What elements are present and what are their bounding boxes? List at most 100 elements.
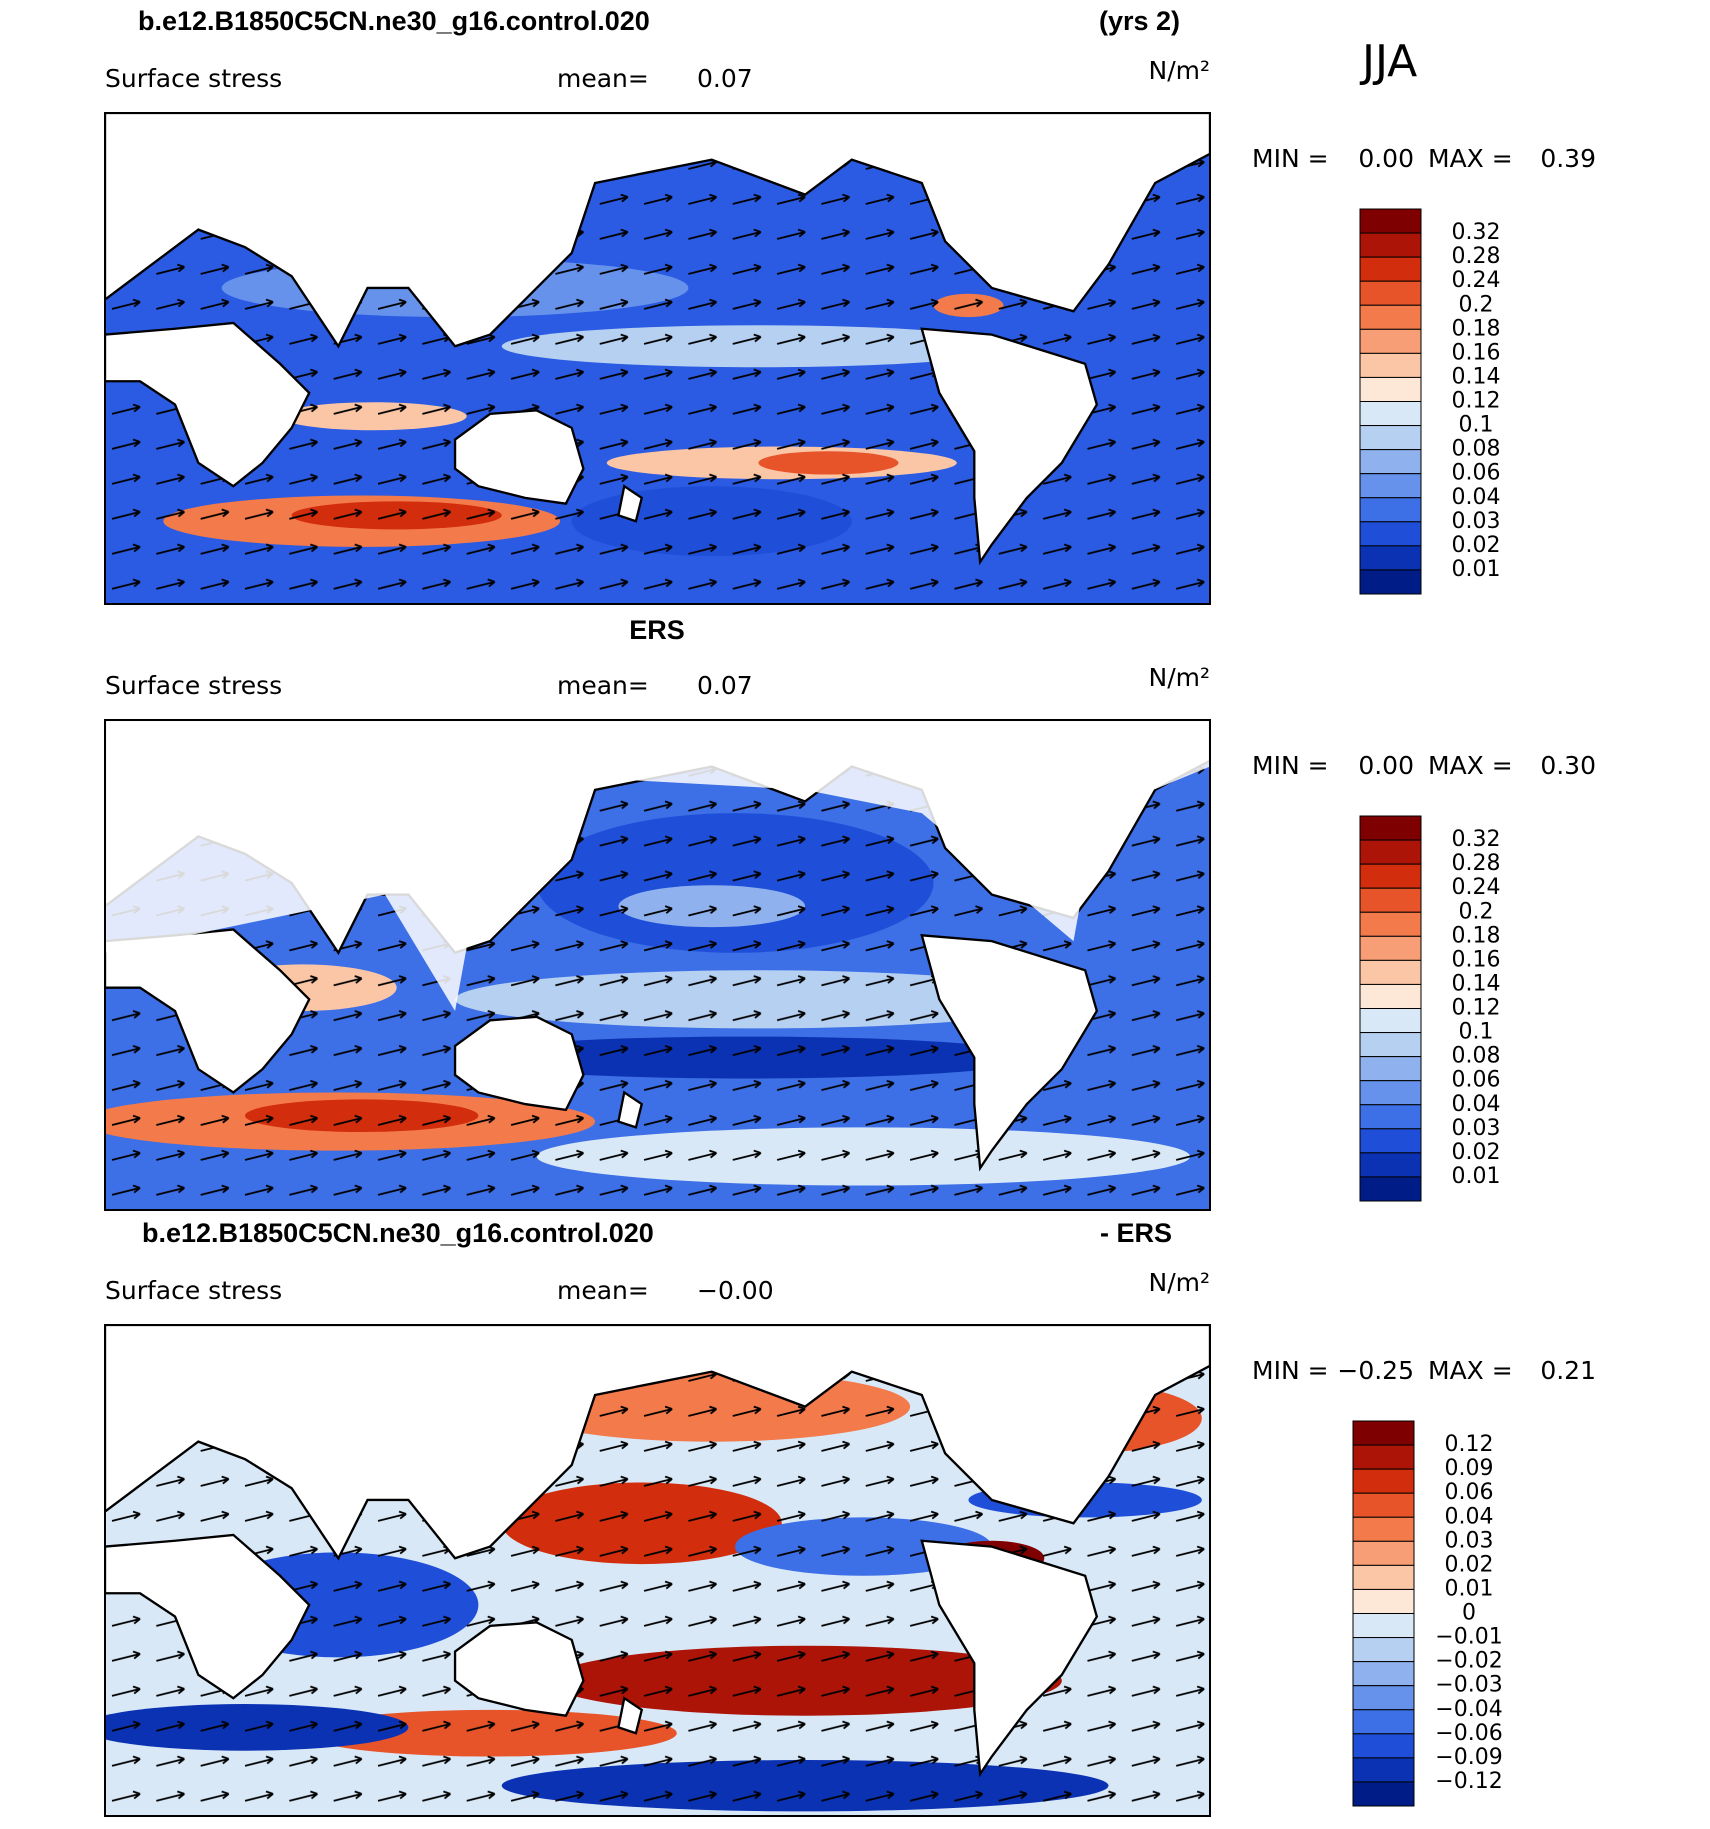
colorbar-swatch — [1352, 1637, 1415, 1663]
colorbar-label: 0.01 — [1445, 1576, 1494, 1601]
colorbar-swatch — [1359, 1104, 1422, 1130]
max-value: 0.30 — [1540, 751, 1596, 780]
map — [105, 113, 1210, 604]
colorbar-label: 0.1 — [1459, 413, 1494, 438]
colorbar-label: −0.02 — [1435, 1649, 1502, 1674]
colorbar-label: −0.09 — [1435, 1745, 1502, 1770]
colorbar-swatch — [1359, 1128, 1422, 1154]
min-value: −0.25 — [1337, 1356, 1414, 1385]
max-label: MAX = — [1428, 1356, 1513, 1385]
colorbar-swatch — [1352, 1685, 1415, 1711]
colorbar-label: 0.09 — [1445, 1456, 1494, 1481]
colorbar-label: 0.24 — [1452, 268, 1501, 293]
panel-title: b.e12.B1850C5CN.ne30_g16.control.020 — [142, 1218, 654, 1248]
colorbar-label: 0.06 — [1452, 461, 1501, 486]
colorbar-swatch — [1359, 887, 1422, 913]
colorbar-swatch — [1352, 1781, 1415, 1807]
min-label: MIN = — [1252, 144, 1329, 173]
colorbar-label: 0.01 — [1452, 1164, 1501, 1189]
max-label: MAX = — [1428, 144, 1513, 173]
colorbar-label: 0.32 — [1452, 220, 1501, 245]
colorbar-label: 0.08 — [1452, 437, 1501, 462]
colorbar-swatch — [1359, 304, 1422, 330]
colorbar-label: 0.1 — [1459, 1020, 1494, 1045]
colorbar-swatch — [1359, 425, 1422, 451]
colorbar-label: 0.06 — [1445, 1480, 1494, 1505]
colorbar-label: −0.12 — [1435, 1769, 1502, 1794]
colorbar-label: 0 — [1462, 1601, 1476, 1626]
colorbar-label: 0.12 — [1452, 996, 1501, 1021]
mean-label: mean= — [557, 1276, 649, 1305]
colorbar-swatch — [1352, 1468, 1415, 1494]
map — [105, 1325, 1210, 1816]
colorbar-swatch — [1352, 1661, 1415, 1687]
colorbar-swatch — [1359, 863, 1422, 889]
subtitle: Surface stress — [105, 671, 282, 700]
mean-value: 0.07 — [697, 671, 753, 700]
colorbar-swatch — [1359, 449, 1422, 475]
colorbar-label: 0.28 — [1452, 851, 1501, 876]
colorbar-swatch — [1352, 1757, 1415, 1783]
colorbar-label: 0.18 — [1452, 316, 1501, 341]
map-frame — [104, 1324, 1211, 1817]
colorbar-swatch — [1359, 280, 1422, 306]
colorbar-swatch — [1352, 1613, 1415, 1639]
colorbar-swatch — [1359, 545, 1422, 571]
colorbar-swatch — [1359, 521, 1422, 547]
min-label: MIN = — [1252, 751, 1329, 780]
colorbar-label: 0.2 — [1459, 899, 1494, 924]
colorbar-swatch — [1359, 569, 1422, 595]
colorbar-label: 0.28 — [1452, 244, 1501, 269]
max-label: MAX = — [1428, 751, 1513, 780]
colorbar-label: 0.32 — [1452, 827, 1501, 852]
colorbar-label: 0.02 — [1452, 533, 1501, 558]
colorbar-swatch — [1352, 1516, 1415, 1542]
colorbar-swatch — [1359, 208, 1422, 234]
colorbar-swatch — [1352, 1588, 1415, 1614]
max-value: 0.39 — [1540, 144, 1596, 173]
min-value: 0.00 — [1358, 144, 1414, 173]
map-frame — [104, 112, 1211, 605]
colorbar-label: 0.06 — [1452, 1068, 1501, 1093]
colorbar-label: 0.04 — [1452, 485, 1501, 510]
map — [105, 720, 1210, 1210]
colorbar-swatch — [1359, 911, 1422, 937]
colorbar-label: −0.06 — [1435, 1721, 1502, 1746]
colorbar-swatch — [1359, 1176, 1422, 1202]
units: N/m² — [1149, 663, 1211, 692]
colorbar-label: 0.14 — [1452, 364, 1501, 389]
colorbar-label: 0.08 — [1452, 1044, 1501, 1069]
colorbar-label: −0.03 — [1435, 1673, 1502, 1698]
units: N/m² — [1149, 56, 1211, 85]
map-frame — [104, 719, 1211, 1211]
colorbar-swatch — [1359, 839, 1422, 865]
colorbar-swatch — [1359, 1080, 1422, 1106]
colorbar-label: 0.12 — [1452, 389, 1501, 414]
colorbar-swatch — [1352, 1709, 1415, 1735]
colorbar-swatch — [1359, 401, 1422, 427]
min-label: MIN = — [1252, 1356, 1329, 1385]
colorbar-label: 0.24 — [1452, 875, 1501, 900]
colorbar-swatch — [1359, 935, 1422, 961]
colorbar-swatch — [1359, 376, 1422, 402]
colorbar-label: 0.02 — [1445, 1552, 1494, 1577]
colorbar-label: 0.12 — [1445, 1432, 1494, 1457]
colorbar-swatch — [1352, 1564, 1415, 1590]
units: N/m² — [1149, 1268, 1211, 1297]
colorbar-swatch — [1359, 983, 1422, 1009]
mean-label: mean= — [557, 64, 649, 93]
colorbar-swatch — [1359, 497, 1422, 523]
colorbar-swatch — [1359, 256, 1422, 282]
colorbar-label: 0.03 — [1452, 1116, 1501, 1141]
max-value: 0.21 — [1540, 1356, 1596, 1385]
mean-label: mean= — [557, 671, 649, 700]
colorbar-swatch — [1359, 959, 1422, 985]
colorbar-label: −0.04 — [1435, 1697, 1502, 1722]
colorbar-label: 0.04 — [1452, 1092, 1501, 1117]
mean-value: −0.00 — [697, 1276, 774, 1305]
colorbar-swatch — [1359, 352, 1422, 378]
colorbar-swatch — [1359, 815, 1422, 841]
subtitle: Surface stress — [105, 64, 282, 93]
colorbar-label: 0.03 — [1452, 509, 1501, 534]
